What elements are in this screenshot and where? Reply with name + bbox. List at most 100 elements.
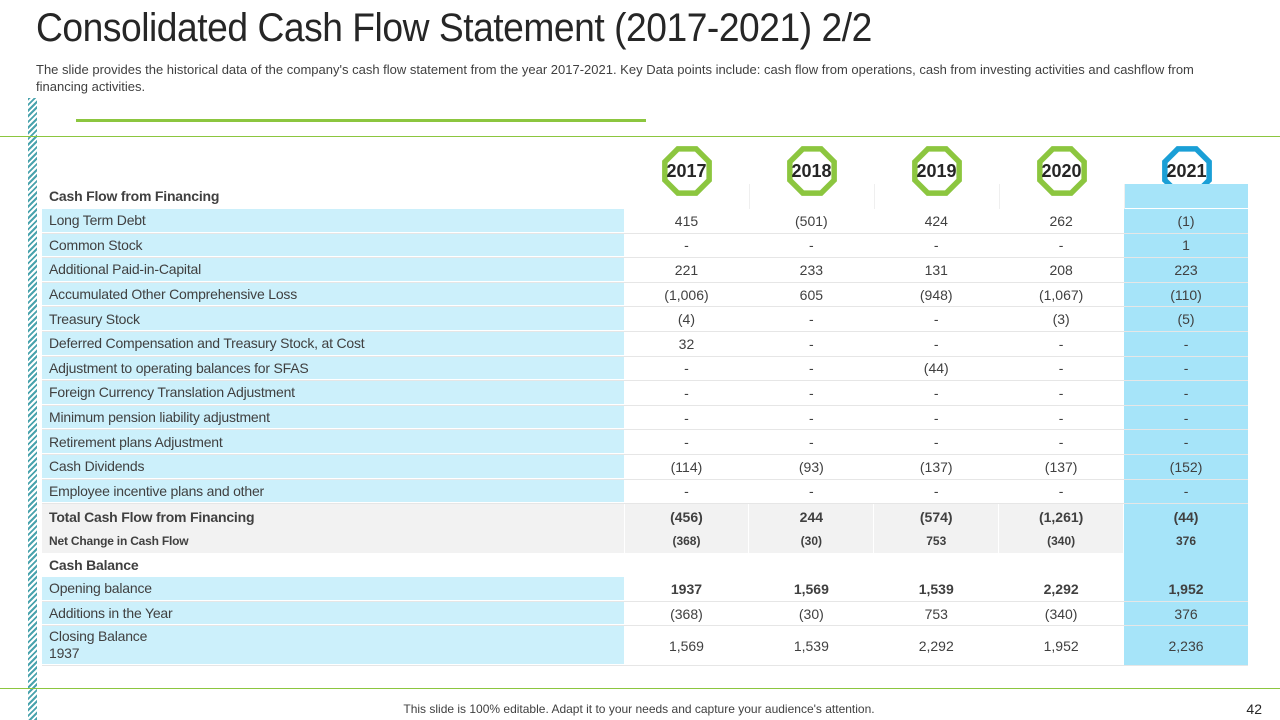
value-cell-2019: (574) bbox=[873, 504, 999, 530]
value-cell-2017: - bbox=[623, 405, 749, 430]
value-cell-2018: - bbox=[748, 332, 873, 356]
value-cell-2019: 2,292 bbox=[873, 626, 998, 666]
value-cell-2021 bbox=[1123, 184, 1248, 208]
value-cell-2017: 415 bbox=[623, 209, 749, 233]
value-cell-2018: - bbox=[748, 430, 873, 454]
top-divider bbox=[0, 136, 1280, 137]
row-label-text: Long Term Debt bbox=[49, 212, 146, 229]
value-cell-2017: 221 bbox=[623, 258, 749, 282]
row-label: Closing Balance 1937 bbox=[42, 626, 624, 666]
value-cell-2020 bbox=[998, 553, 1123, 578]
value-cell-2019: (948) bbox=[873, 282, 998, 307]
row-label: Total Cash Flow from Financing bbox=[42, 504, 624, 530]
row-label: Foreign Currency Translation Adjustment bbox=[42, 381, 624, 405]
value-cell-2020: - bbox=[998, 332, 1123, 356]
page-number: 42 bbox=[1246, 701, 1262, 717]
value-cell-2019: 753 bbox=[873, 601, 998, 626]
row-label: Minimum pension liability adjustment bbox=[42, 405, 624, 430]
page-title: Consolidated Cash Flow Statement (2017-2… bbox=[36, 6, 872, 50]
value-cell-2020: - bbox=[998, 430, 1123, 454]
bottom-divider bbox=[0, 688, 1280, 689]
table-row: Deferred Compensation and Treasury Stock… bbox=[42, 332, 1248, 357]
row-label-text: Additional Paid-in-Capital bbox=[49, 261, 201, 278]
value-cell-2020: (340) bbox=[998, 601, 1123, 626]
value-cell-2017: 1,569 bbox=[623, 626, 749, 666]
value-cell-2018: - bbox=[748, 233, 873, 258]
octagon-badge-icon bbox=[911, 146, 962, 196]
value-cell-2020: - bbox=[998, 381, 1123, 405]
value-cell-2017: - bbox=[623, 356, 749, 381]
value-cell-2019: - bbox=[873, 479, 998, 504]
value-cell-2018: 233 bbox=[748, 258, 873, 282]
table-row: Employee incentive plans and other - - - - - bbox=[42, 479, 1248, 505]
column-separator bbox=[874, 184, 875, 209]
value-cell-2017: 1937 bbox=[623, 577, 749, 601]
value-cell-2019: 131 bbox=[873, 258, 998, 282]
value-cell-2021: - bbox=[1123, 381, 1248, 405]
value-cell-2017: - bbox=[623, 479, 749, 504]
value-cell-2020: 1,952 bbox=[998, 626, 1123, 666]
row-label-text: Cash Flow from Financing bbox=[49, 188, 220, 204]
row-label: Additional Paid-in-Capital bbox=[42, 258, 624, 282]
row-label-text: Deferred Compensation and Treasury Stock… bbox=[49, 335, 365, 352]
section-header-balance: Cash Balance bbox=[42, 553, 1248, 578]
row-label: Treasury Stock bbox=[42, 307, 624, 331]
row-label: Accumulated Other Comprehensive Loss bbox=[42, 282, 624, 307]
row-label-text: Retirement plans Adjustment bbox=[49, 433, 223, 450]
value-cell-2020: 2,292 bbox=[998, 577, 1123, 601]
table-row: Common Stock - - - -1 bbox=[42, 233, 1248, 259]
value-cell-2019 bbox=[873, 553, 998, 578]
row-label-text: Adjustment to operating balances for SFA… bbox=[49, 359, 309, 376]
table-row: Opening balance 1937 1,569 1,539 2,292 1,952 bbox=[42, 577, 1248, 602]
table-row: Accumulated Other Comprehensive Loss (1,0… bbox=[42, 282, 1248, 308]
row-label-text: Net Change in Cash Flow bbox=[49, 534, 189, 549]
value-cell-2020: (1,067) bbox=[998, 282, 1123, 307]
value-cell-2017: - bbox=[623, 233, 749, 258]
value-cell-2021: (110) bbox=[1123, 282, 1248, 307]
year-label: 2018 bbox=[791, 161, 832, 181]
row-label: Additions in the Year bbox=[42, 601, 624, 626]
footer-note: This slide is 100% editable. Adapt it to… bbox=[403, 702, 875, 716]
value-cell-2018: - bbox=[748, 307, 873, 331]
value-cell-2018 bbox=[748, 553, 873, 578]
value-cell-2019: - bbox=[873, 233, 998, 258]
row-label-text: Total Cash Flow from Financing bbox=[49, 508, 255, 525]
value-cell-2021: (44) bbox=[1123, 504, 1248, 530]
value-cell-2020: - bbox=[998, 479, 1123, 504]
section-header-financing: Cash Flow from Financing bbox=[42, 184, 1248, 208]
octagon-badge-icon bbox=[661, 146, 712, 196]
value-cell-2018: (501) bbox=[748, 209, 873, 233]
row-label-text: Cash Dividends bbox=[49, 458, 145, 475]
column-separator bbox=[749, 184, 750, 209]
side-stripe-decoration bbox=[28, 98, 37, 720]
value-cell-2020: 262 bbox=[998, 209, 1123, 233]
title-accent-bar bbox=[76, 119, 646, 122]
row-label-text: Employee incentive plans and other bbox=[49, 482, 265, 499]
value-cell-2018: (93) bbox=[748, 455, 873, 479]
row-label: Cash Balance bbox=[42, 553, 624, 577]
row-label: Common Stock bbox=[42, 233, 624, 258]
value-cell-2017: 32 bbox=[623, 332, 749, 356]
value-cell-2017: (456) bbox=[623, 504, 749, 530]
year-label: 2017 bbox=[666, 161, 707, 181]
value-cell-2017: - bbox=[623, 381, 749, 405]
value-cell-2019: - bbox=[873, 405, 998, 430]
value-cell-2020 bbox=[998, 184, 1123, 208]
value-cell-2017: - bbox=[623, 430, 749, 454]
row-sublabel-text: 1937 bbox=[49, 645, 80, 662]
year-badge-2020: 2020 bbox=[1033, 142, 1091, 200]
year-badge-2021: 2021 bbox=[1158, 142, 1216, 200]
year-badge-2019: 2019 bbox=[908, 142, 966, 200]
value-cell-2019: (137) bbox=[873, 455, 998, 479]
value-cell-2019: - bbox=[873, 430, 998, 454]
octagon-badge-icon bbox=[1161, 146, 1212, 196]
value-cell-2020: - bbox=[998, 405, 1123, 430]
value-cell-2019: (44) bbox=[873, 356, 998, 381]
row-label-text: Cash Balance bbox=[49, 557, 139, 574]
value-cell-2020: - bbox=[998, 233, 1123, 258]
octagon-badge-icon bbox=[1036, 146, 1087, 196]
value-cell-2018: - bbox=[748, 381, 873, 405]
table-row: Foreign Currency Translation Adjustment -… bbox=[42, 381, 1248, 406]
value-cell-2017: (114) bbox=[623, 455, 749, 479]
value-cell-2019 bbox=[873, 184, 998, 208]
